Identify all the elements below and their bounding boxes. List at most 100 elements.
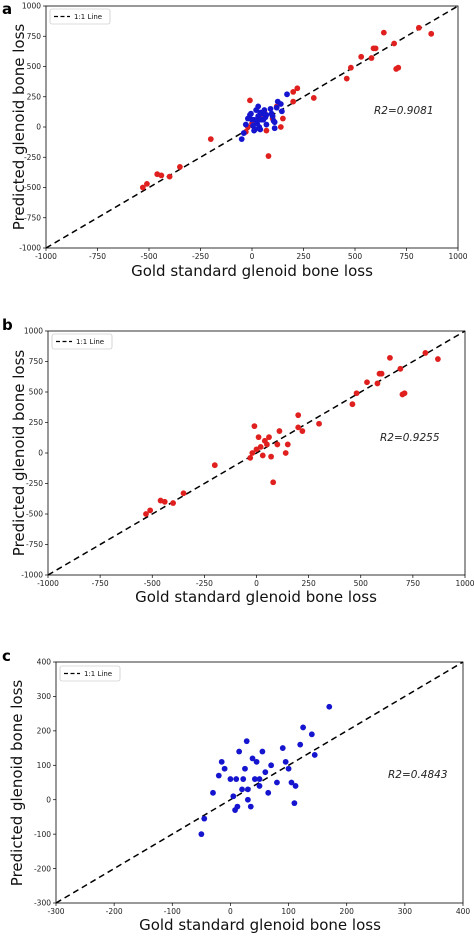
scatter-point-c: [227, 776, 234, 782]
scatter-point-c: [233, 776, 240, 782]
scatter-point-a: [277, 101, 284, 107]
y-tick-label-b: -1000: [21, 571, 43, 580]
r2-annotation-b: R2=0.9255: [380, 432, 440, 444]
y-axis-label-b: Predicted glenoid bone loss: [10, 350, 28, 557]
tick-group-c: -300 -200 -100 0 100 200 300 400 -300 -200 -100 0 10…: [34, 658, 470, 916]
scatter-point-a: [139, 184, 146, 191]
x-tick-label-a: -1000: [35, 252, 57, 261]
scatter-point-a: [277, 124, 284, 130]
panel-a: a -1000 -750 -500 -250 0 250 500 750 1000 -1000 -7…: [2, 0, 468, 280]
scatter-point-a: [395, 64, 402, 71]
x-tick-label-c: -100: [164, 907, 181, 916]
scatter-point-c: [234, 803, 241, 810]
scatter-point-a: [273, 104, 280, 111]
x-tick-label-a: 750: [399, 252, 414, 261]
scatter-point-a: [380, 29, 387, 36]
y-tick-label-a: -250: [24, 153, 41, 162]
scatter-point-a: [158, 172, 165, 179]
scatter-point-b: [316, 420, 322, 427]
scatter-point-b: [378, 370, 385, 377]
scatter-point-b: [295, 424, 302, 431]
scatter-point-c: [249, 755, 256, 762]
scatter-point-b: [170, 500, 177, 506]
scatter-point-b: [299, 428, 306, 434]
scatter-point-c: [297, 741, 304, 748]
scatter-point-a: [280, 115, 286, 122]
scatter-point-b: [249, 450, 256, 456]
x-tick-label-b: -1000: [37, 579, 59, 588]
scatter-point-c: [311, 752, 318, 758]
scatter-point-b: [264, 441, 270, 448]
scatter-points-c: [198, 703, 333, 838]
x-tick-label-a: -250: [192, 252, 209, 261]
scatter-point-c: [256, 783, 263, 789]
y-tick-label-b: -250: [26, 479, 43, 488]
scatter-point-c: [259, 748, 266, 755]
y-tick-label-c: -100: [34, 830, 51, 839]
scatter-point-c: [285, 765, 292, 772]
tick-group-b: -1000 -750 -500 -250 0 250 500 750 1000 -1000 -750…: [21, 327, 474, 588]
scatter-point-c: [256, 776, 263, 782]
scatter-point-a: [358, 53, 365, 60]
scatter-point-a: [257, 126, 264, 133]
y-tick-label-b: 500: [29, 388, 44, 397]
y-tick-label-c: -200: [34, 864, 51, 873]
scatter-point-b: [147, 507, 154, 514]
scatter-point-c: [244, 786, 251, 793]
x-tick-label-a: -750: [89, 252, 106, 261]
scatter-point-a: [428, 30, 435, 37]
scatter-point-a: [238, 136, 245, 143]
scatter-point-b: [257, 444, 264, 450]
scatter-point-a: [343, 75, 350, 82]
y-tick-label-b: 750: [29, 357, 44, 366]
tick-group-a: -1000 -750 -500 -250 0 250 500 750 1000 -1000 -750…: [19, 2, 468, 261]
scatter-point-b: [282, 450, 289, 456]
y-tick-label-b: 1000: [24, 327, 43, 336]
legend-box-a: [49, 8, 111, 25]
scatter-point-a: [263, 112, 270, 118]
scatter-point-c: [288, 779, 295, 786]
y-tick-label-c: 0: [46, 795, 51, 804]
legend-a: 1:1 Line: [49, 8, 111, 25]
scatter-point-c: [326, 703, 333, 710]
y-axis-label-c: Predicted glenoid bone loss: [8, 680, 26, 887]
x-axis-label-c: Gold standard glenoid bone loss: [139, 916, 381, 934]
scatter-point-c: [251, 776, 258, 782]
y-tick-label-a: -1000: [19, 244, 41, 253]
scatter-point-c: [268, 762, 275, 769]
scatter-point-b: [374, 380, 381, 387]
scatter-point-c: [247, 803, 254, 810]
scatter-point-b: [434, 356, 441, 362]
y-tick-label-c: -300: [34, 899, 51, 908]
scatter-point-a: [310, 95, 317, 101]
legend-c: 1:1 Line: [59, 665, 121, 682]
scatter-point-c: [265, 789, 272, 796]
scatter-points-a: [139, 24, 435, 191]
scatter-point-a: [166, 173, 173, 180]
scatter-point-c: [215, 772, 222, 779]
r2-annotation-c: R2=0.4843: [388, 769, 448, 781]
scatter-point-b: [266, 434, 272, 441]
x-tick-label-c: -200: [106, 907, 123, 916]
y-tick-label-b: -500: [26, 510, 43, 519]
x-axis-label-a: Gold standard glenoid bone loss: [131, 262, 373, 280]
scatter-point-c: [239, 786, 245, 793]
x-tick-label-a: 500: [348, 252, 363, 261]
scatter-point-a: [415, 24, 422, 31]
legend-box-b: [51, 333, 113, 350]
scatter-point-b: [284, 441, 291, 448]
scatter-point-b: [364, 379, 370, 386]
y-tick-label-a: 250: [27, 92, 42, 101]
scatter-point-b: [211, 462, 218, 469]
x-tick-label-a: 250: [296, 252, 311, 261]
scatter-point-a: [255, 103, 262, 110]
scatter-point-c: [230, 793, 237, 800]
scatter-point-c: [240, 776, 247, 782]
x-tick-label-a: -500: [140, 252, 157, 261]
y-tick-label-b: 0: [38, 449, 43, 458]
x-tick-label-b: 250: [301, 579, 316, 588]
r2-annotation-a: R2=0.9081: [374, 105, 434, 117]
y-axis-label-a: Predicted glenoid bone loss: [10, 24, 28, 231]
y-tick-label-c: 200: [37, 727, 52, 736]
